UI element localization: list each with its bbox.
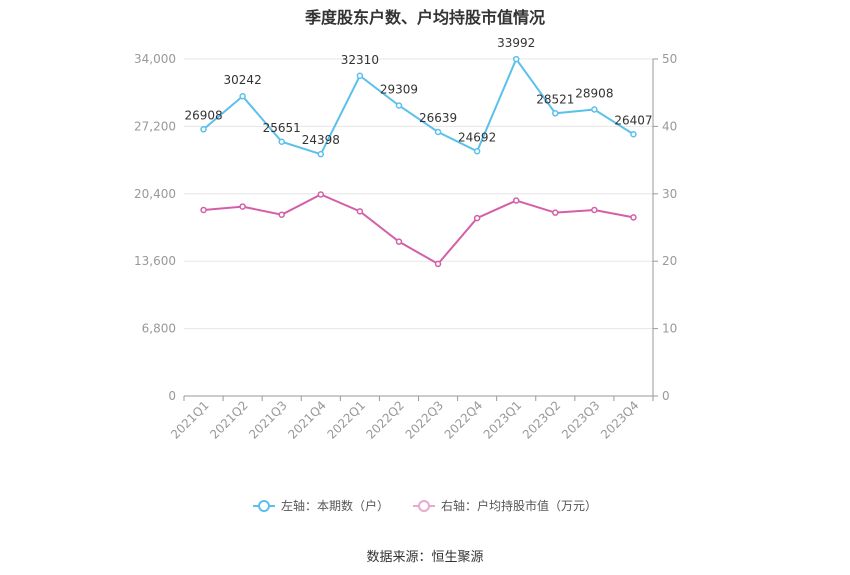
right-tick-label: 10: [662, 322, 677, 336]
left-tick-label: 0: [168, 389, 176, 403]
data-point-right: [434, 260, 442, 268]
x-tick-label: 2023Q1: [481, 398, 525, 442]
data-label: 28521: [536, 92, 574, 106]
chart-title: 季度股东户数、户均持股市值情况: [304, 8, 545, 27]
data-point-left: [434, 128, 442, 136]
x-tick-label: 2022Q4: [442, 398, 486, 442]
data-point-left: [278, 138, 285, 146]
data-point-left: [395, 102, 403, 109]
data-point-right: [317, 191, 325, 198]
legend-label-right: 右轴：户均持股市值（万元）: [441, 499, 598, 513]
left-tick-label: 27,200: [134, 119, 176, 133]
data-point-right: [200, 206, 207, 214]
right-tick-label: 0: [662, 389, 670, 403]
data-point-right: [473, 214, 481, 222]
data-label: 29309: [380, 82, 418, 96]
x-tick-label: 2021Q2: [207, 398, 251, 442]
data-point-right: [356, 208, 364, 215]
x-tick-label: 2023Q4: [598, 398, 642, 442]
data-label: 25651: [263, 121, 301, 135]
left-tick-label: 6,800: [142, 322, 176, 336]
x-tick-label: 2023Q2: [520, 398, 564, 442]
right-tick-label: 50: [662, 52, 677, 66]
legend: 左轴：本期数（户） 右轴：户均持股市值（万元）: [0, 497, 850, 514]
data-label: 33992: [497, 36, 535, 50]
data-point-right: [591, 206, 598, 214]
legend-dot-right: [418, 499, 430, 512]
data-label: 24692: [458, 130, 496, 144]
x-tick-label: 2023Q3: [559, 398, 603, 442]
data-point-left: [630, 131, 637, 138]
series-line-right: [203, 193, 634, 266]
data-point-right: [278, 211, 285, 218]
data-point-right: [630, 214, 637, 221]
data-point-left: [356, 72, 364, 80]
data-label: 30242: [224, 73, 262, 87]
data-label: 24398: [302, 133, 340, 147]
right-tick-label: 40: [662, 119, 677, 133]
legend-swatch-left: [252, 499, 275, 512]
right-tick-label: 30: [662, 187, 677, 201]
x-tick-label: 2021Q1: [168, 398, 212, 442]
x-tick-label: 2022Q1: [324, 398, 368, 442]
data-point-left: [200, 126, 207, 133]
data-label: 32310: [341, 53, 379, 67]
data-point-left: [239, 92, 246, 100]
legend-item-right[interactable]: 右轴：户均持股市值（万元）: [413, 497, 597, 514]
data-point-right: [552, 209, 559, 216]
legend-label-left: 左轴：本期数（户）: [280, 499, 389, 513]
x-tick-label: 2022Q2: [364, 398, 408, 442]
left-tick-label: 13,600: [134, 254, 176, 268]
legend-item-left[interactable]: 左轴：本期数（户）: [252, 497, 389, 514]
left-tick-label: 34,000: [134, 52, 176, 66]
data-label: 26908: [184, 108, 222, 122]
x-tick-label: 2022Q3: [403, 398, 447, 442]
data-point-right: [239, 203, 246, 210]
grid-lines: [184, 58, 653, 330]
data-point-left: [512, 55, 520, 63]
data-label: 26639: [419, 111, 457, 125]
data-point-left: [473, 148, 481, 155]
data-point-left: [552, 110, 559, 117]
data-label: 28908: [575, 86, 613, 100]
series-line-left: [202, 57, 634, 156]
data-point-left: [591, 106, 598, 113]
legend-dot-left: [257, 499, 270, 512]
x-tick-label: 2021Q4: [285, 398, 329, 442]
data-point-left: [317, 150, 325, 158]
data-point-right: [395, 238, 403, 245]
x-tick-label: 2021Q3: [246, 398, 290, 442]
right-tick-label: 20: [662, 254, 677, 268]
series: [200, 55, 637, 268]
data-label: 26407: [614, 113, 652, 127]
legend-swatch-right: [413, 499, 435, 512]
data-source: 数据来源：恒生聚源: [366, 550, 484, 565]
left-tick-label: 20,400: [134, 187, 176, 201]
data-point-right: [512, 197, 520, 204]
